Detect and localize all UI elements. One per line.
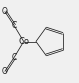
Text: Co: Co	[18, 37, 29, 46]
Text: O: O	[2, 7, 8, 16]
Text: C: C	[12, 21, 17, 30]
Text: O: O	[2, 67, 8, 76]
Text: C: C	[12, 53, 17, 62]
